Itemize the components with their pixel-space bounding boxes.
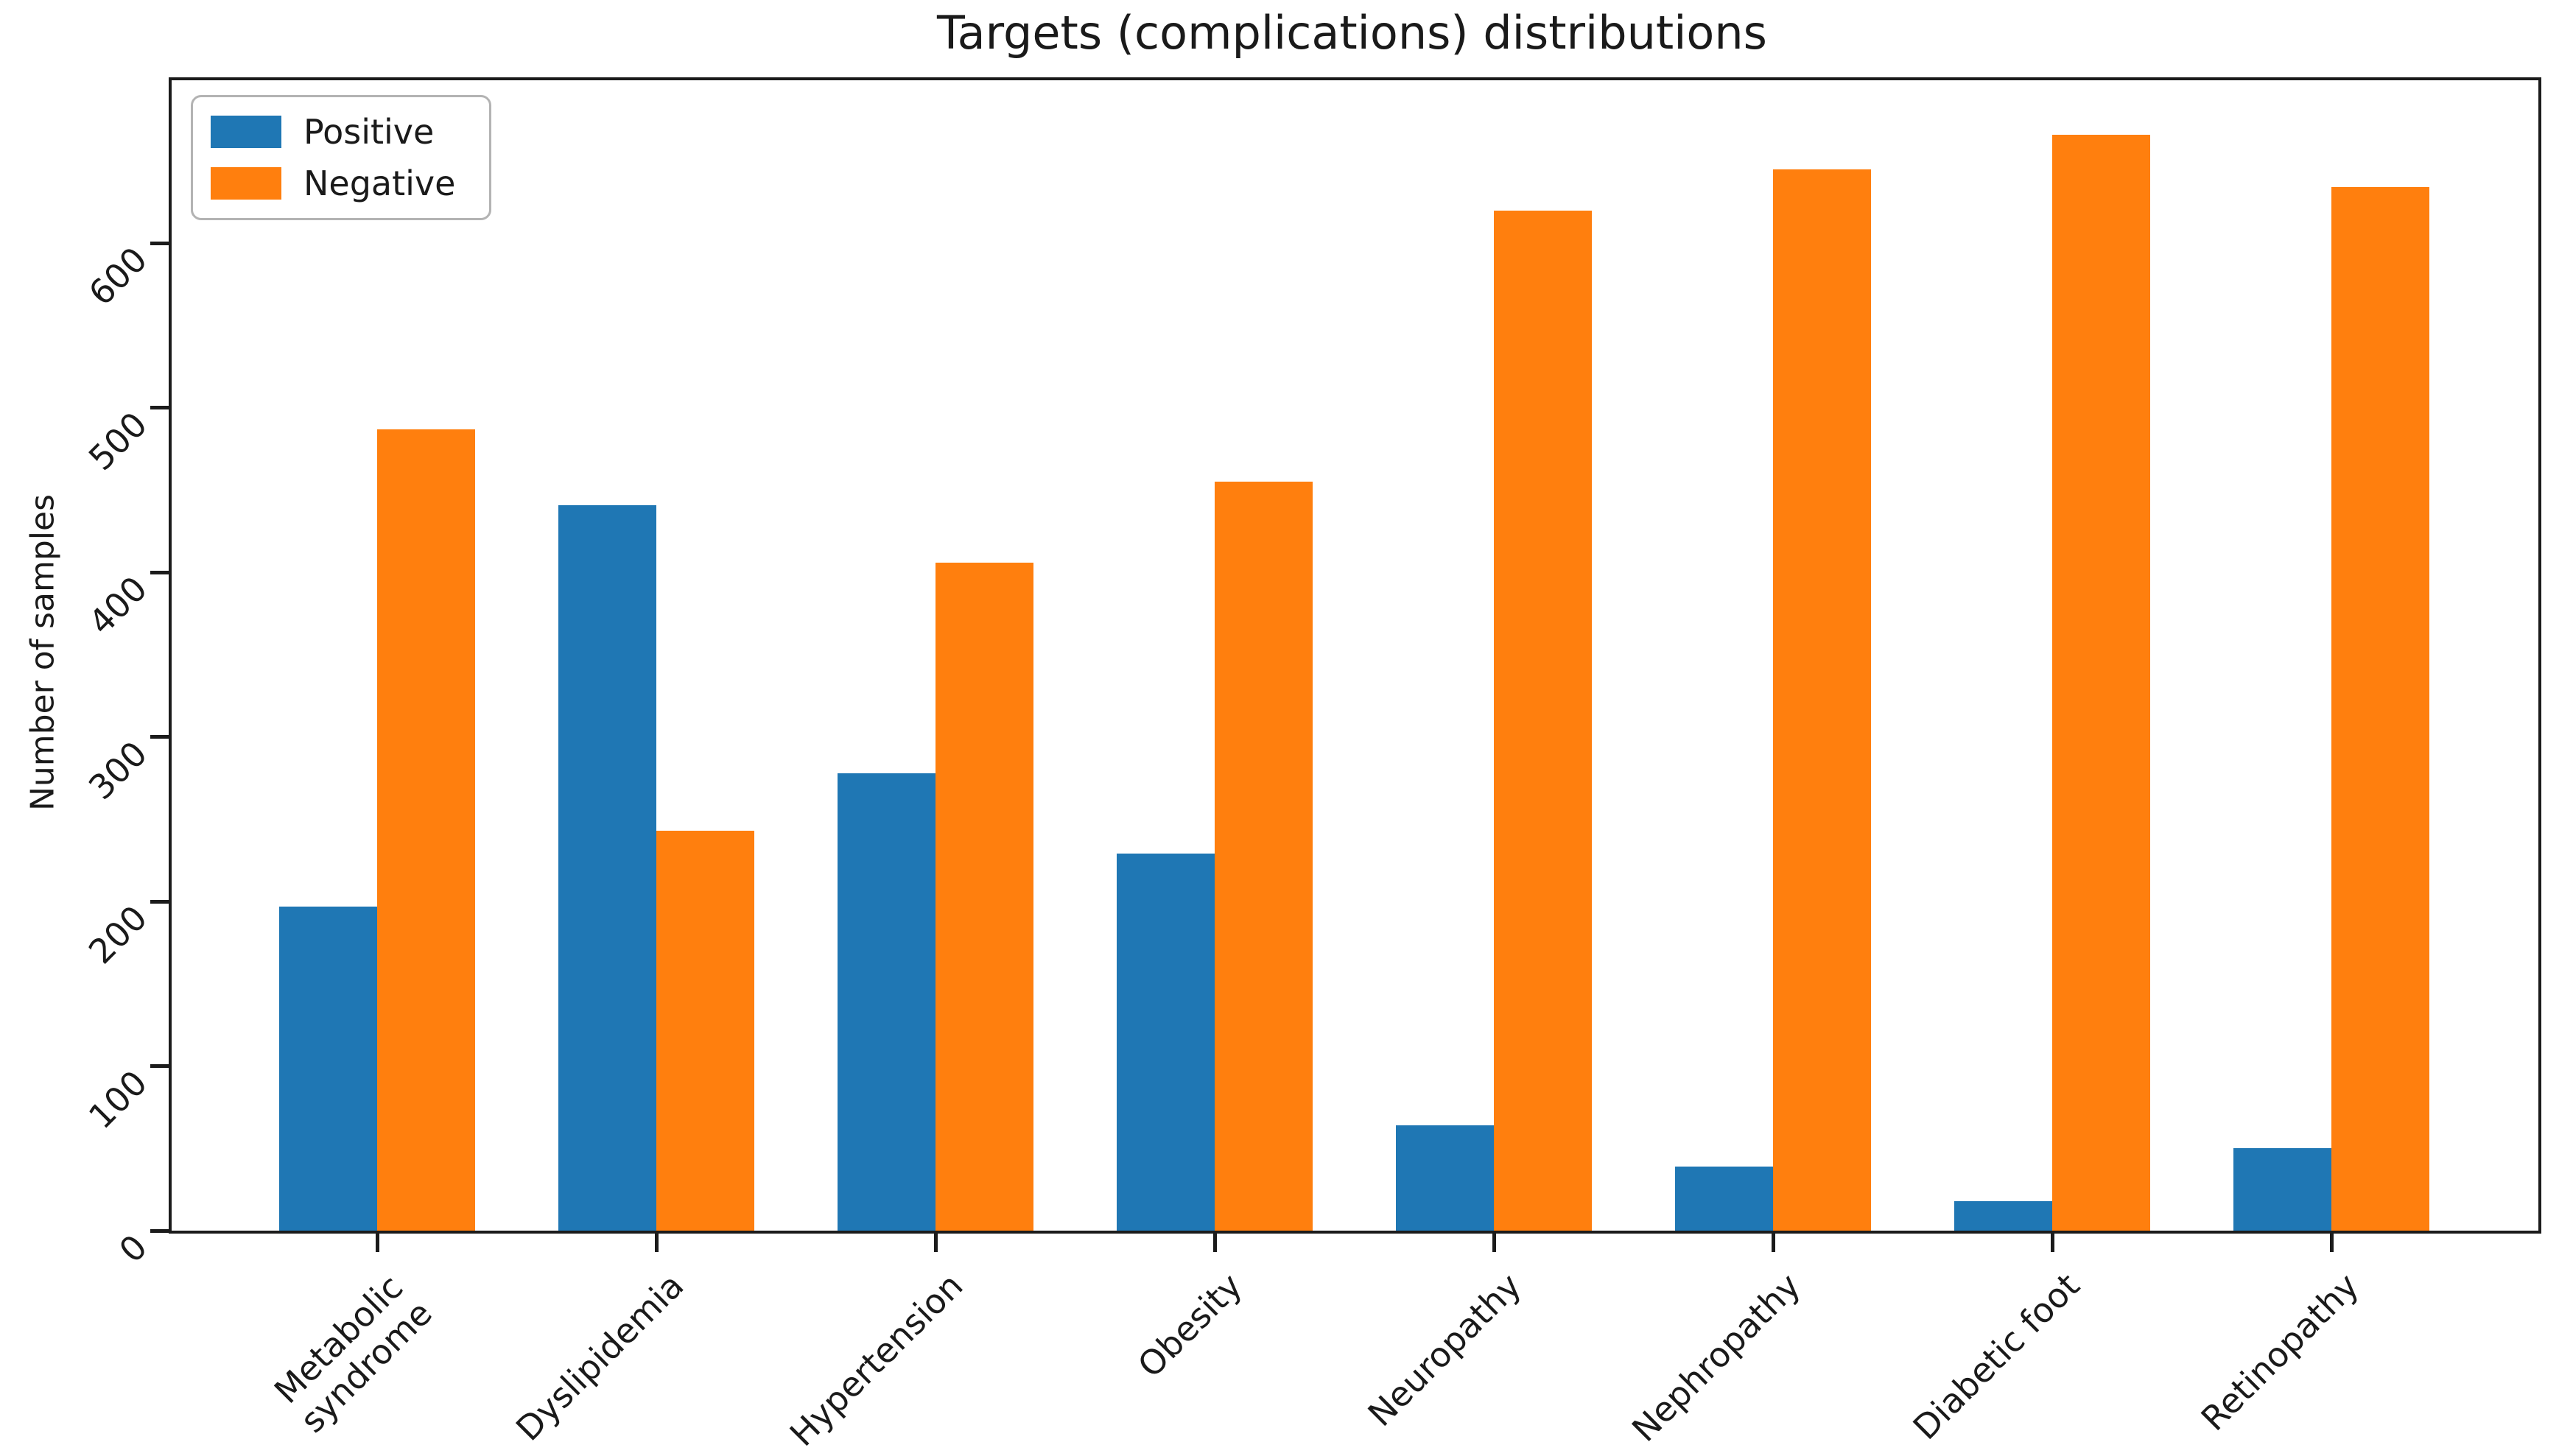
legend-label: Negative — [303, 163, 456, 203]
y-tick — [150, 1064, 169, 1069]
legend-swatch-negative — [211, 167, 281, 200]
bar-negative-hypertension — [936, 562, 1033, 1231]
y-tick — [150, 241, 169, 245]
bar-negative-nephropathy — [1773, 169, 1871, 1231]
bar-positive-diabetic-foot — [1954, 1200, 2052, 1231]
y-tick-label: 500 — [80, 404, 155, 478]
legend-item-negative: Negative — [211, 163, 455, 203]
x-tick — [2050, 1234, 2054, 1252]
legend-label: Positive — [303, 112, 435, 152]
legend-swatch-positive — [211, 116, 281, 148]
y-tick-label: 400 — [80, 569, 155, 643]
y-tick — [150, 899, 169, 904]
bar-positive-obesity — [1117, 854, 1215, 1231]
y-tick — [150, 406, 169, 410]
x-tick-label-diabetic-foot: Diabetic foot — [1905, 1265, 2088, 1448]
x-tick-label-dyslipidemia: Dyslipidemia — [508, 1265, 692, 1449]
legend: Positive Negative — [191, 95, 492, 220]
y-tick-label: 300 — [80, 733, 155, 807]
legend-item-positive: Positive — [211, 112, 455, 152]
y-tick — [150, 735, 169, 739]
bar-positive-metabolic-syndrome — [279, 906, 377, 1231]
bar-positive-retinopathy — [2233, 1148, 2331, 1231]
x-tick — [2329, 1234, 2334, 1252]
bar-positive-neuropathy — [1396, 1125, 1494, 1231]
x-tick-label-retinopathy: Retinopathy — [2193, 1265, 2367, 1439]
plot-area: Positive Negative 0 100 200 300 400 500 600 Meta… — [81, 77, 2541, 1454]
x-tick-label-metabolic-syndrome: Metabolic syndrome — [266, 1267, 440, 1441]
y-tick — [150, 570, 169, 574]
bar-negative-obesity — [1215, 482, 1313, 1231]
x-tick-label-obesity: Obesity — [1130, 1265, 1250, 1385]
x-tick — [375, 1234, 379, 1252]
x-tick — [1771, 1234, 1775, 1252]
bar-negative-neuropathy — [1494, 210, 1592, 1231]
x-tick-label-nephropathy: Nephropathy — [1623, 1265, 1808, 1449]
chart-title: Targets (complications) distributions — [937, 6, 1767, 60]
y-tick — [150, 1228, 169, 1233]
bar-negative-retinopathy — [2331, 187, 2429, 1231]
y-axis-label: Number of samples — [24, 493, 62, 812]
y-tick-label: 100 — [80, 1062, 155, 1136]
bar-positive-hypertension — [838, 773, 936, 1231]
bar-negative-diabetic-foot — [2052, 134, 2150, 1231]
y-tick-label: 0 — [111, 1226, 155, 1270]
x-tick — [654, 1234, 659, 1252]
bar-positive-dyslipidemia — [558, 504, 656, 1231]
x-tick-label-hypertension: Hypertension — [782, 1265, 971, 1455]
x-tick — [933, 1234, 938, 1252]
y-tick-label: 600 — [80, 239, 155, 314]
x-tick — [1492, 1234, 1496, 1252]
y-tick-label: 200 — [80, 897, 155, 972]
bar-positive-nephropathy — [1675, 1166, 1773, 1231]
x-tick — [1212, 1234, 1217, 1252]
x-tick-label-neuropathy: Neuropathy — [1360, 1265, 1529, 1435]
bar-negative-dyslipidemia — [656, 831, 754, 1231]
bar-negative-metabolic-syndrome — [377, 429, 475, 1231]
